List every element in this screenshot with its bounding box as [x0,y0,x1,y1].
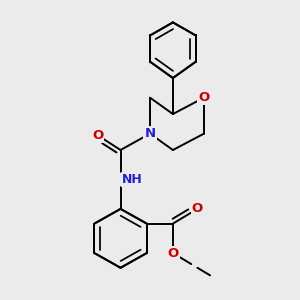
Text: O: O [192,202,203,215]
Text: O: O [92,129,103,142]
Text: O: O [198,91,210,104]
Text: NH: NH [122,173,143,186]
Text: N: N [144,127,156,140]
Text: O: O [167,247,178,260]
